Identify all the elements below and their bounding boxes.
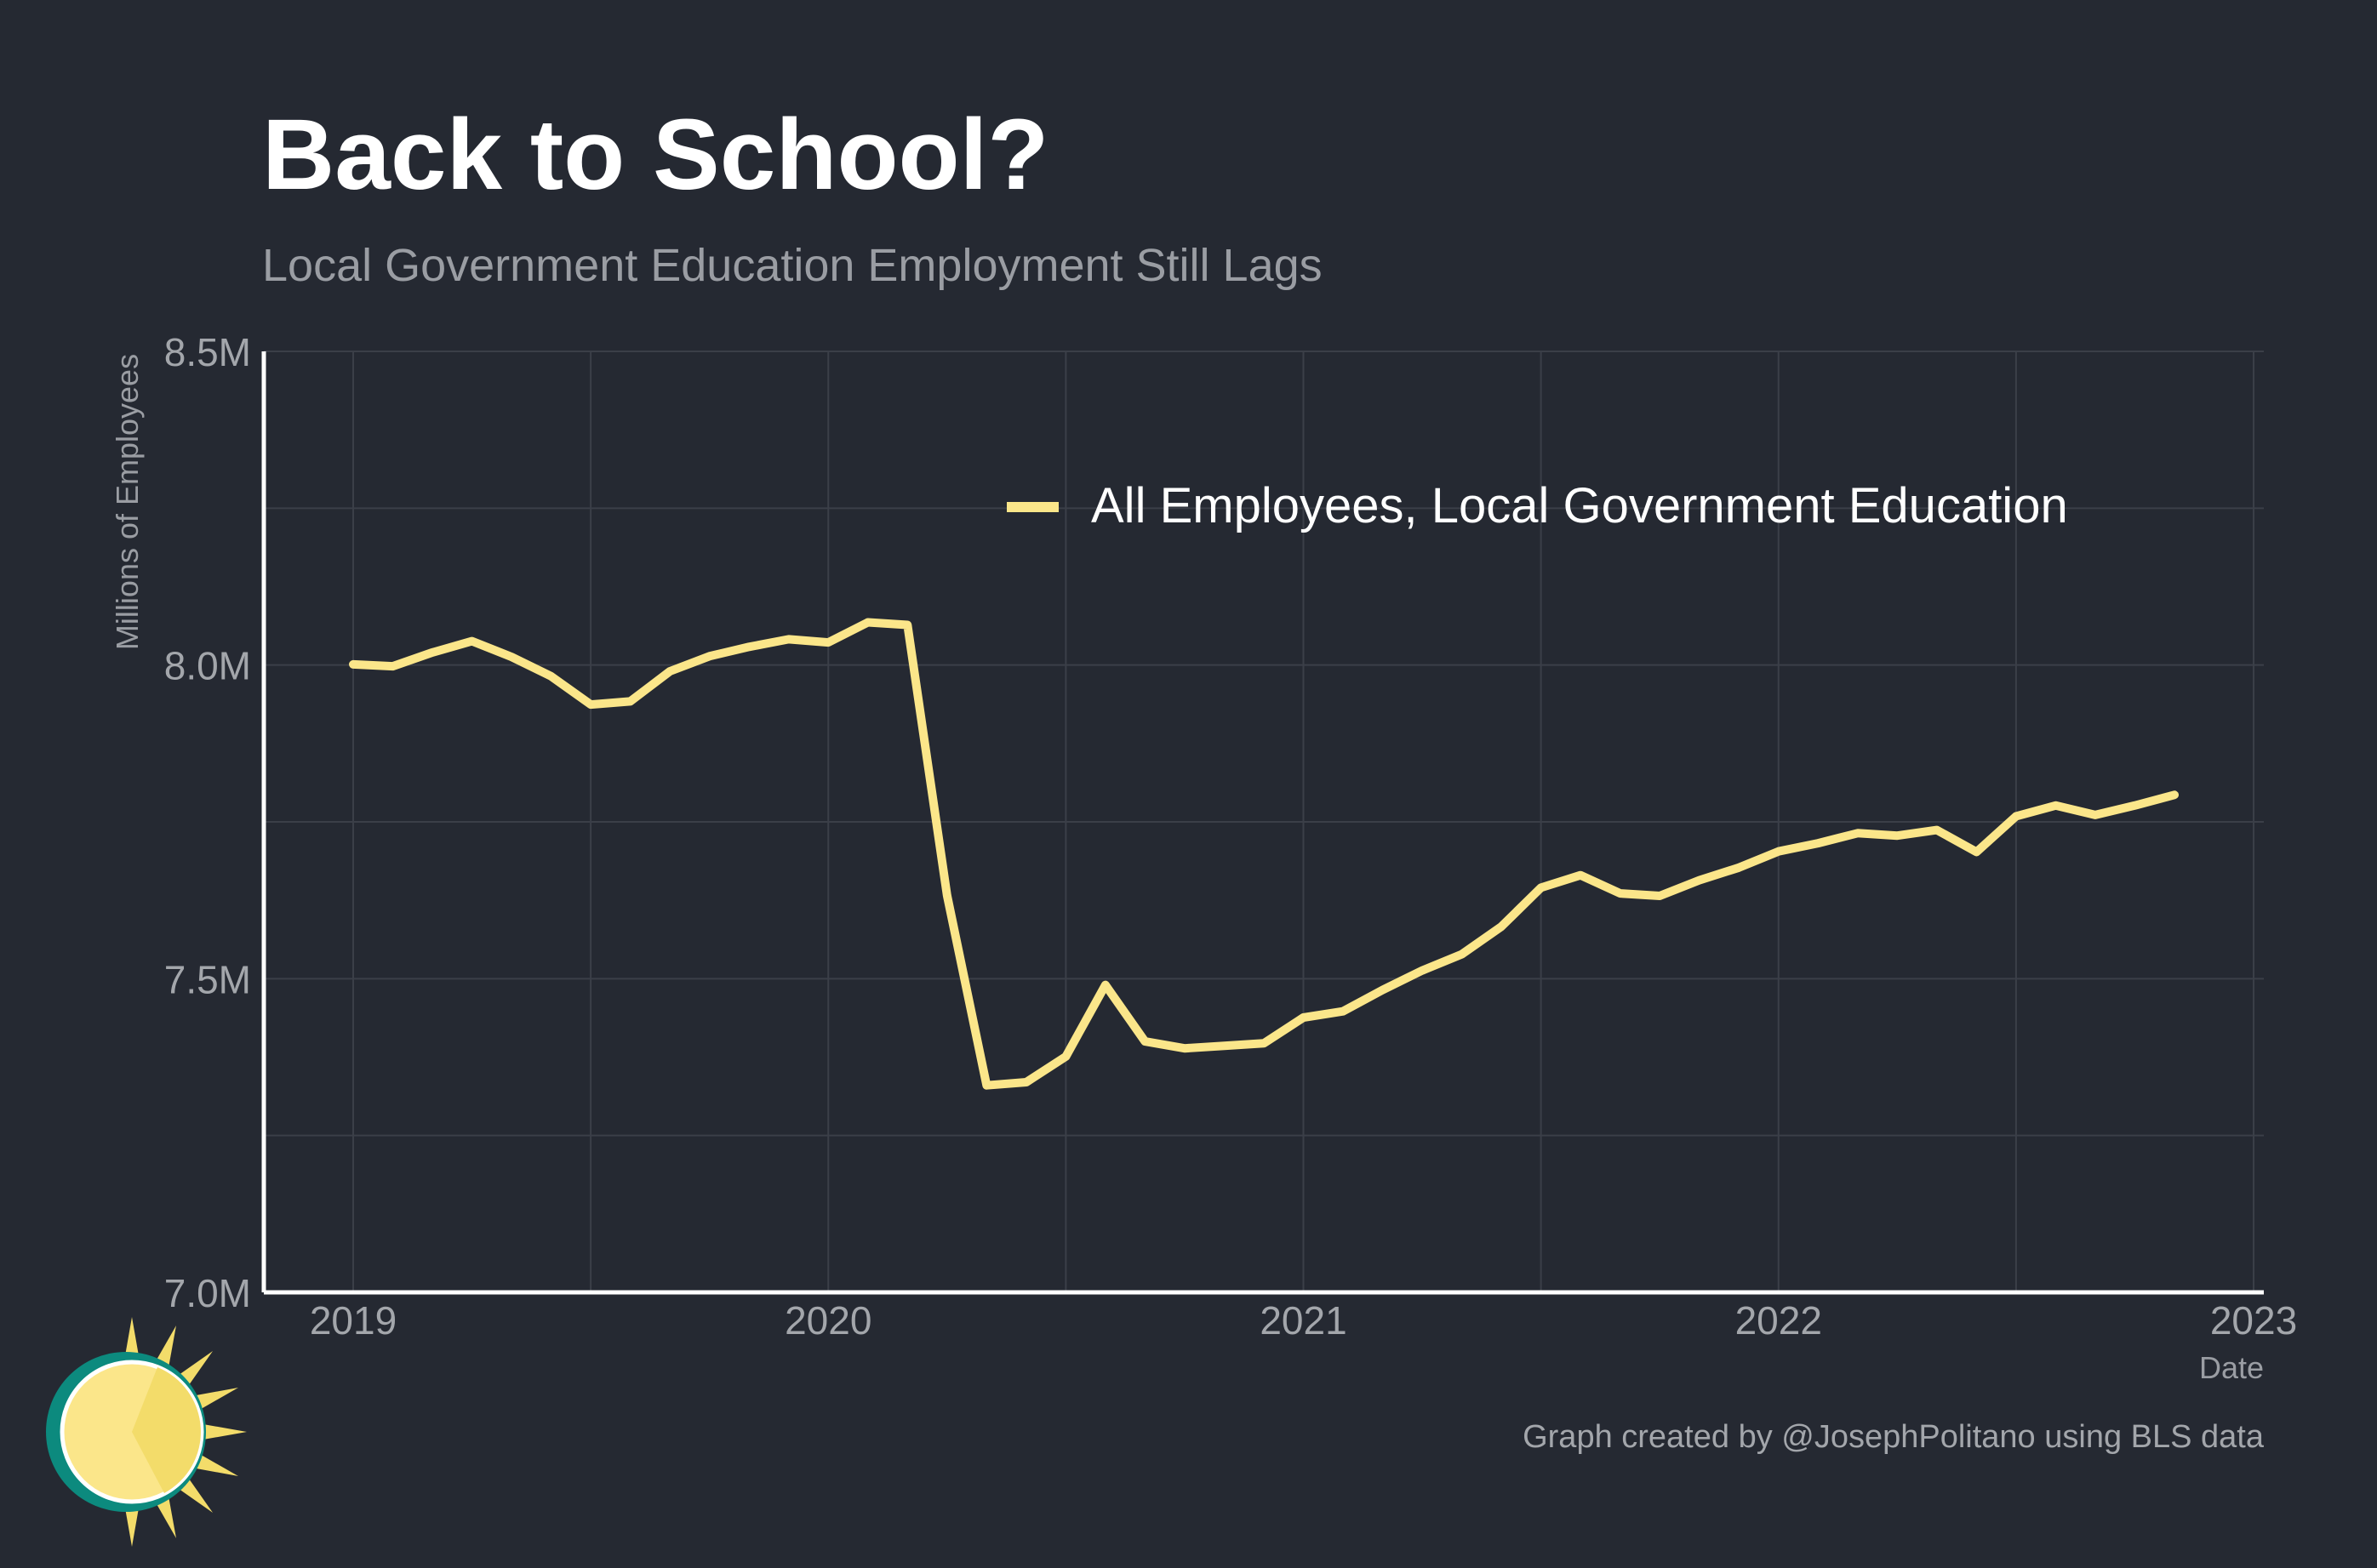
y-tick-label: 8.5M (164, 330, 251, 374)
x-axis-label: Date (2199, 1350, 2264, 1385)
caption: Graph created by @JosephPolitano using B… (1523, 1419, 2265, 1455)
x-tick-labels: 2019 2020 2021 2022 2023 (310, 1298, 2297, 1343)
x-tick-label: 2023 (2210, 1298, 2297, 1343)
chart-subtitle: Local Government Education Employment St… (262, 240, 1323, 291)
y-axis-label: Millions of Employees (110, 354, 145, 650)
y-tick-labels: 7.0M 7.5M 8.0M 8.5M (164, 330, 251, 1315)
grid-lines (264, 351, 2264, 1293)
x-tick-label: 2022 (1735, 1298, 1822, 1343)
y-tick-label: 8.0M (164, 644, 251, 688)
legend-label: All Employees, Local Government Educatio… (1091, 478, 2068, 533)
chart-title: Back to School? (262, 99, 1049, 211)
x-tick-label: 2019 (310, 1298, 397, 1343)
sun-logo-icon (46, 1317, 247, 1547)
y-tick-label: 7.0M (164, 1271, 251, 1315)
x-tick-label: 2020 (785, 1298, 871, 1343)
series-group (349, 618, 2179, 1090)
x-tick-label: 2021 (1260, 1298, 1346, 1343)
series-line (349, 618, 2179, 1090)
legend: All Employees, Local Government Educatio… (1007, 478, 2068, 533)
y-tick-label: 7.5M (164, 957, 251, 1001)
